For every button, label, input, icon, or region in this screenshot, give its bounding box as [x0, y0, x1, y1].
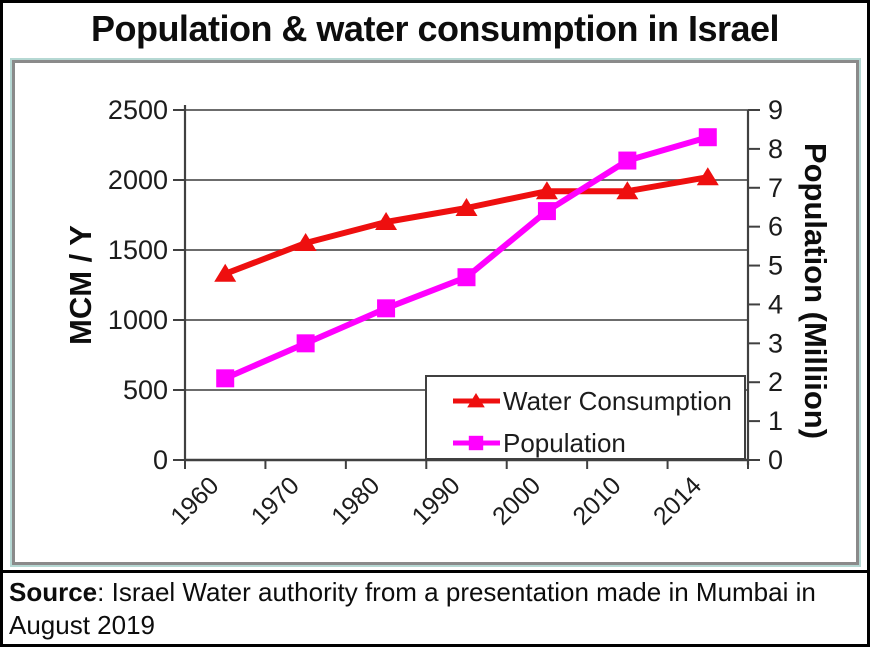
- chart-canvas: 0 500 1000 1500 2000 2500 0 1 2 3 4 5 6 7 8 9 1960 1970 19…: [63, 95, 833, 531]
- right-axis-tick-label: 4: [768, 289, 783, 319]
- right-axis-tick-label: 2: [768, 367, 783, 397]
- legend-label-water-consumption: Water Consumption: [503, 386, 732, 416]
- right-axis-tick-label: 1: [768, 406, 783, 436]
- source-label: Source: [9, 577, 98, 607]
- chart-panel-frame: 0 500 1000 1500 2000 2500 0 1 2 3 4 5 6 7 8 9 1960 1970 19…: [12, 60, 859, 565]
- x-axis-tick-label: 1990: [407, 471, 466, 530]
- right-axis-tick-label: 6: [768, 212, 783, 242]
- left-axis-tick-label: 1000: [108, 305, 168, 335]
- right-axis-tick-label: 9: [768, 95, 783, 125]
- water-consumption-marker: [294, 233, 317, 251]
- water-consumption-marker: [455, 198, 478, 216]
- right-axis-tick-label: 3: [768, 328, 783, 358]
- water-consumption-marker: [535, 181, 558, 200]
- right-axis-tick-label: 0: [768, 445, 783, 475]
- x-axis-tick-label: 2010: [567, 471, 626, 530]
- water-consumption-line: [222, 174, 711, 277]
- x-axis-tick-label: 1960: [165, 471, 224, 530]
- right-axis-title: Population (Milliion): [798, 143, 833, 439]
- legend-marker-water-consumption: [467, 393, 485, 408]
- right-axis-tick-label: 7: [768, 173, 783, 203]
- left-axis-tick-label: 2500: [108, 95, 168, 125]
- water-consumption-marker: [616, 181, 639, 200]
- left-axis-tick-label: 0: [153, 445, 168, 475]
- x-axis-tick-label: 1980: [326, 471, 385, 530]
- divider-line: [3, 570, 867, 573]
- population-marker: [377, 299, 396, 318]
- water-consumption-marker: [375, 212, 398, 230]
- population-marker: [537, 202, 556, 221]
- left-axis-tick-label: 500: [123, 375, 168, 405]
- legend-marker-population: [468, 435, 484, 451]
- legend-label-population: Population: [503, 428, 626, 458]
- population-marker: [698, 128, 717, 147]
- source-note: Source: Israel Water authority from a pr…: [3, 573, 867, 644]
- x-axis-tick-label: 1970: [246, 471, 305, 530]
- left-axis-title: MCM / Y: [63, 225, 98, 345]
- population-marker: [618, 151, 637, 170]
- population-marker: [216, 369, 235, 388]
- left-axis-tick-label: 2000: [108, 165, 168, 195]
- x-axis-tick-label: 2014: [648, 471, 707, 530]
- source-text: : Israel Water authority from a presenta…: [9, 577, 816, 640]
- right-axis-tick-label: 8: [768, 134, 783, 164]
- water-consumption-marker: [696, 167, 719, 186]
- population-marker: [296, 334, 315, 353]
- water-consumption-marker: [214, 263, 237, 282]
- right-axis-tick-label: 5: [768, 251, 783, 281]
- x-axis-tick-label: 2000: [487, 471, 546, 530]
- chart-panel: 0 500 1000 1500 2000 2500 0 1 2 3 4 5 6 7 8 9 1960 1970 19…: [10, 58, 861, 567]
- population-marker: [457, 268, 476, 287]
- left-axis-tick-label: 1500: [108, 235, 168, 265]
- chart-title: Population & water consumption in Israel: [90, 8, 780, 49]
